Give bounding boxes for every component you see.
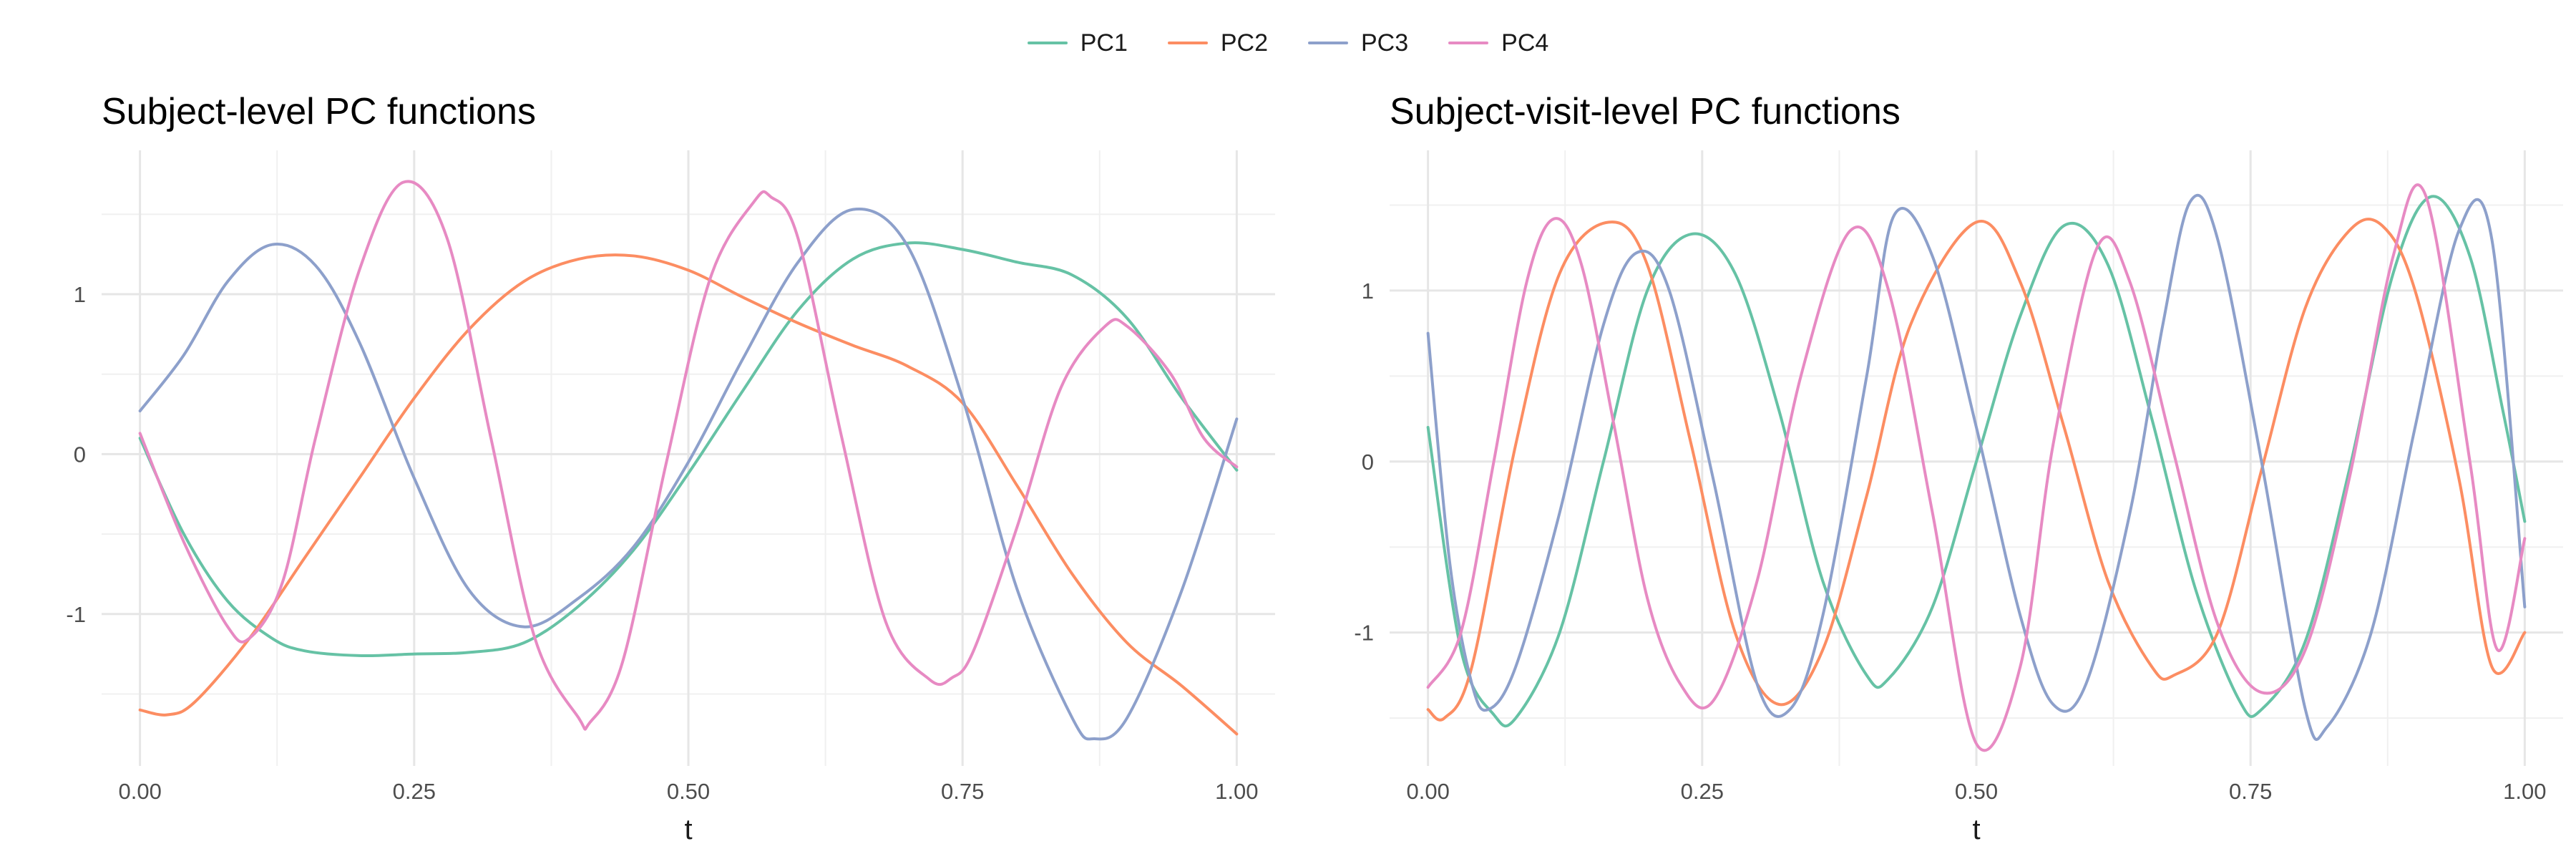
legend-item-pc2: PC2 xyxy=(1167,29,1268,57)
chart-plot-area: 0.00 0.25 0.50 0.75 1.00 -1 0 1 t xyxy=(1354,150,2563,845)
grid-lines xyxy=(102,150,1275,766)
legend-label: PC4 xyxy=(1501,29,1549,57)
series-line-pc3 xyxy=(1426,193,2527,741)
y-tick-label: 1 xyxy=(74,282,86,307)
x-tick-label: 0.00 xyxy=(1406,779,1449,804)
y-tick-label: -1 xyxy=(66,602,86,627)
x-tick-label: 0.25 xyxy=(1681,779,1724,804)
series-line-pc4 xyxy=(1426,183,2527,752)
series-line-pc3 xyxy=(138,208,1239,741)
y-tick-label: 1 xyxy=(1362,278,1374,304)
legend-item-pc3: PC3 xyxy=(1308,29,1408,57)
legend-item-pc1: PC1 xyxy=(1027,29,1128,57)
x-tick-label: 0.25 xyxy=(393,779,436,804)
series-line-pc2 xyxy=(1426,218,2527,722)
x-axis-title: t xyxy=(684,814,692,845)
legend-key-swatch xyxy=(1448,42,1489,44)
series-line-pc4 xyxy=(138,180,1239,731)
chart-title: Subject-level PC functions xyxy=(102,91,536,132)
series-line-pc2 xyxy=(138,253,1239,736)
left-chart-panel: Subject-level PC functions 0.00 0.25 0.50 0… xyxy=(66,91,1275,845)
right-chart-panel: Subject-visit-level PC functions 0.00 0.2… xyxy=(1288,0,2576,859)
legend: PC1 PC2 PC3 PC4 xyxy=(0,20,2576,66)
x-tick-label: 0.50 xyxy=(667,779,710,804)
x-axis-title: t xyxy=(1972,814,1980,845)
x-tick-label: 0.50 xyxy=(1955,779,1998,804)
x-tick-label: 0.75 xyxy=(941,779,984,804)
legend-key-swatch xyxy=(1167,42,1208,44)
legend-key-swatch xyxy=(1027,42,1068,44)
legend-label: PC2 xyxy=(1220,29,1268,57)
legend-item-pc4: PC4 xyxy=(1448,29,1548,57)
x-tick-label: 1.00 xyxy=(1215,779,1258,804)
x-tick-label: 0.75 xyxy=(2229,779,2272,804)
x-tick-label: 0.00 xyxy=(118,779,161,804)
chart-title: Subject-visit-level PC functions xyxy=(1390,91,1901,132)
x-tick-label: 1.00 xyxy=(2503,779,2546,804)
y-tick-label: -1 xyxy=(1354,621,1374,646)
series-line-pc1 xyxy=(138,241,1239,658)
legend-key-swatch xyxy=(1308,42,1348,44)
legend-label: PC3 xyxy=(1361,29,1409,57)
y-tick-label: 0 xyxy=(74,442,86,467)
y-tick-label: 0 xyxy=(1362,450,1374,475)
legend-label: PC1 xyxy=(1080,29,1128,57)
chart-plot-area: 0.00 0.25 0.50 0.75 1.00 -1 0 1 t xyxy=(66,150,1275,845)
